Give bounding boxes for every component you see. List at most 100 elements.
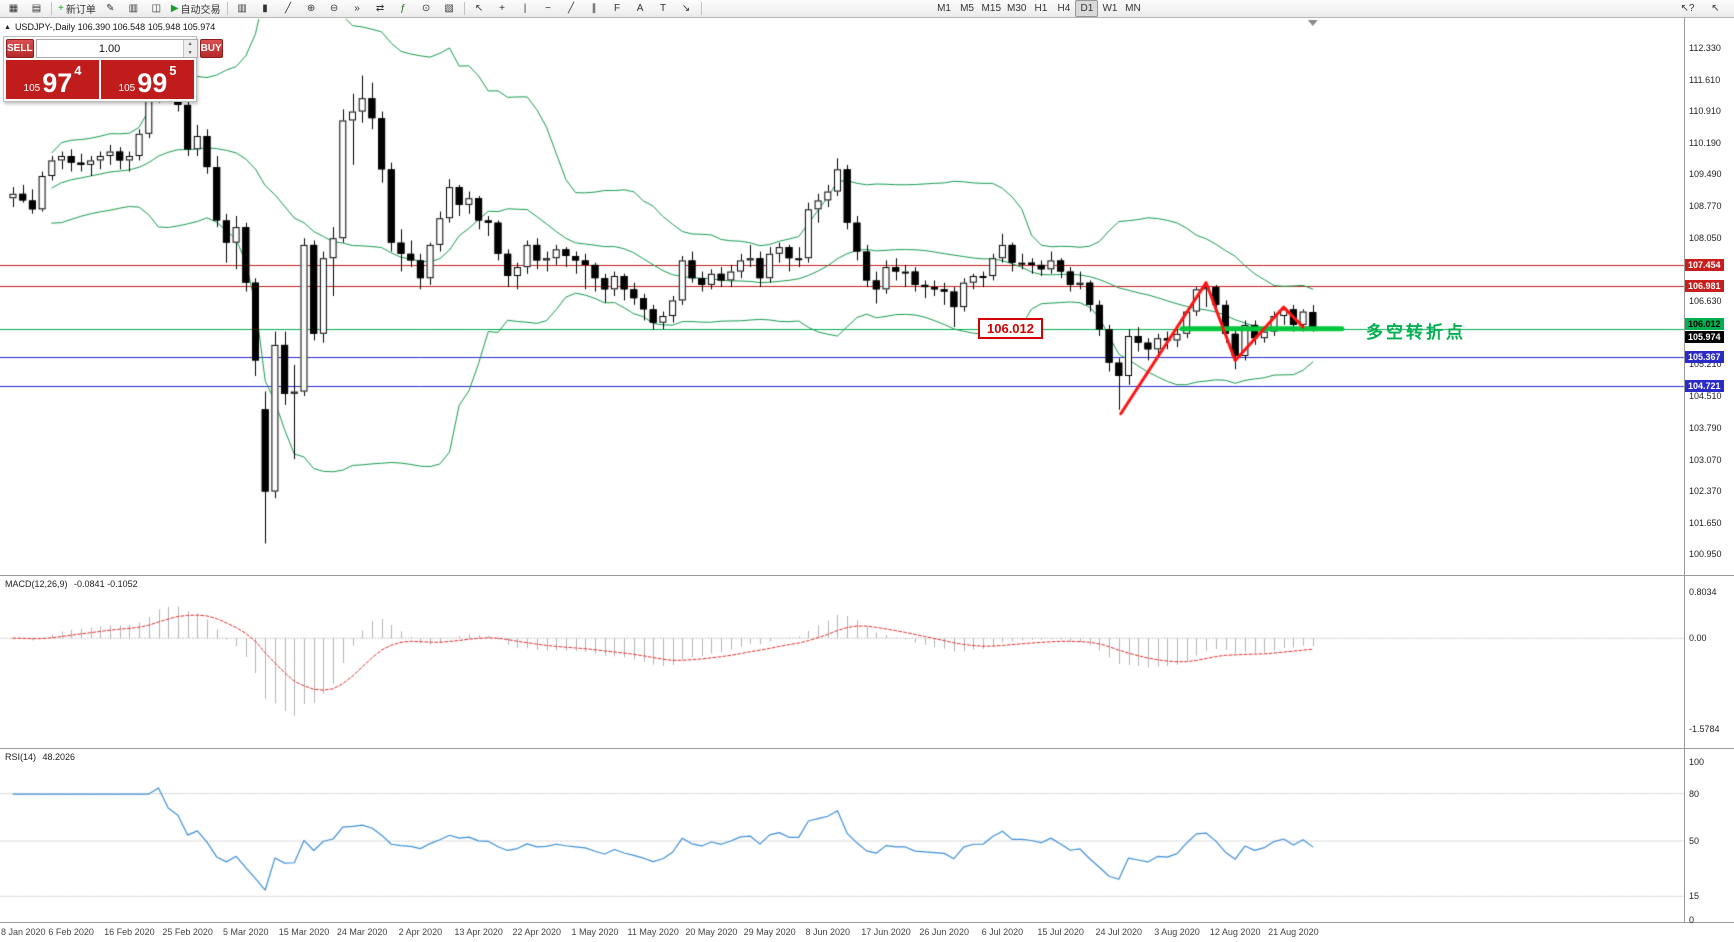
date-label: 2 Apr 2020 [398,927,443,937]
buy-price-box[interactable]: 105 99 5 [101,60,194,99]
date-label: 15 Jul 2020 [1037,927,1084,937]
fibonacci-button[interactable]: F [606,0,629,17]
line-chart-button[interactable]: ╱ [277,0,300,17]
templates-button[interactable]: ▧ [438,0,461,17]
date-label: 3 Aug 2020 [1154,927,1200,937]
turning-point-label: 多空转折点 [1366,322,1466,342]
indicators-button[interactable]: ƒ [392,0,415,17]
horizontal-line-icon: − [545,2,551,14]
buy-price-big: 99 [137,68,168,98]
buy-price-sup: 5 [169,63,177,78]
candlestick-chart-icon: ▮ [262,2,268,14]
candlestick-chart-button[interactable]: ▮ [254,0,277,17]
profiles-button[interactable]: ▤ [25,0,48,17]
timeframe-w1-button[interactable]: W1 [1098,0,1121,17]
volume-down-icon[interactable]: ▼ [183,48,197,57]
market-watch-icon: ▥ [128,2,139,14]
timeframe-m1-label: M1 [937,3,951,14]
timeframe-h4-button[interactable]: H4 [1052,0,1075,17]
timeframe-m5-button[interactable]: M5 [956,0,979,17]
chart-shift-button[interactable]: ⇄ [369,0,392,17]
vertical-line-button[interactable]: | [514,0,537,17]
timeframe-h1-button[interactable]: H1 [1029,0,1052,17]
timeframe-h1-label: H1 [1034,3,1048,14]
text-label-button[interactable]: T [652,0,675,17]
buy-button[interactable]: BUY [199,39,223,58]
text-button[interactable]: A [629,0,652,17]
price-scale[interactable]: 112.330 111.610 110.910 110.190 109.490 108.7… [1685,0,1734,942]
price-badge-106.012: 106.012 [1685,317,1724,330]
macd-rsi-separator[interactable] [0,748,1734,749]
toolbar-separator [51,2,52,15]
arrows-button[interactable]: ↘ [675,0,698,17]
sell-price-box[interactable]: 105 97 4 [6,60,99,99]
price-annotation-box[interactable]: 106.012 [978,317,1043,339]
date-label: 5 Mar 2020 [223,927,269,937]
date-label: 20 May 2020 [685,927,738,937]
data-window-button[interactable]: ◫ [145,0,168,17]
main-macd-separator[interactable] [0,575,1734,576]
indicators-icon: ƒ [400,2,406,14]
chart-shift-icon: ⇄ [375,2,385,14]
bar-chart-button[interactable]: ▥ [231,0,254,17]
autotrading-button[interactable]: ▶ 自动交易 [168,0,224,17]
macd-name: MACD(12,26,9) [5,579,68,589]
date-label: 16 Feb 2020 [104,927,155,937]
trendline-button[interactable]: ╱ [560,0,583,17]
volume-up-icon[interactable]: ▲ [183,40,197,49]
horizontal-line-button[interactable]: − [537,0,560,17]
toolbar-group-window: ▦ ▤ [2,0,48,17]
panel-toggle-icon[interactable]: ▲ [4,23,11,31]
toolbar-group-timeframes: M1 M5 M15 M30 H1 H4 D1 W1 MN [933,0,1145,17]
timeframe-m15-button[interactable]: M15 [979,0,1004,17]
date-label: 24 Jul 2020 [1095,927,1143,937]
price-tick-label: 104.510 [1689,390,1722,401]
time-axis[interactable]: 8 Jan 2020 6 Feb 2020 16 Feb 2020 25 Feb 20… [0,923,1684,942]
date-label: 21 Aug 2020 [1268,927,1319,937]
date-label: 8 Jun 2020 [805,927,851,937]
autotrading-icon: ▶ [170,2,179,14]
market-watch-button[interactable]: ▥ [122,0,145,17]
toolbar: ▦ ▤ + 新订单 ✎ ▥ ◫ ▶ 自动交易 ▥ ▮ ╱ ⊕ ⊖» ⇄ ƒ ⊙ ▧ ↖ + | − ╱ ∥ F A T ↘ M1 M5 M1… [0,0,1734,18]
macd-values: -0.0841 -0.1052 [74,579,138,589]
cursor-button[interactable]: ↖ [468,0,491,17]
rsi-scale-label: 80 [1689,788,1700,799]
auto-scroll-button[interactable]: » [346,0,369,17]
new-order-label: 新订单 [65,5,96,16]
volume-input[interactable] [36,40,183,57]
macd-scale-label: 0.8034 [1689,586,1717,597]
metaeditor-icon: ✎ [106,2,115,14]
zoom-in-button[interactable]: ⊕ [300,0,323,17]
timeframe-d1-button[interactable]: D1 [1075,0,1099,17]
timeframe-m30-button[interactable]: M30 [1004,0,1029,17]
date-label: 6 Feb 2020 [48,927,94,937]
price-tick-label: 101.650 [1689,517,1722,528]
date-label: 1 May 2020 [571,927,619,937]
price-badge-107.454: 107.454 [1685,258,1724,271]
text-icon: A [636,2,644,14]
date-label: 12 Aug 2020 [1209,927,1261,937]
timeframe-mn-button[interactable]: MN [1121,0,1144,17]
new-order-button[interactable]: + 新订单 [55,0,99,17]
new-chart-icon: ▦ [8,2,19,14]
one-click-trading-panel: SELL ▲ ▼ BUY 105 97 4 105 99 5 [3,36,223,102]
rsi-scale-label: 100 [1689,757,1705,767]
pointer-tool-button[interactable]: ↖ [1711,3,1720,14]
arrows-icon: ↘ [681,2,691,14]
whats-this-help-button[interactable]: ↖? [1680,3,1695,14]
sell-button[interactable]: SELL [6,39,34,58]
rsi-axis-separator [0,922,1734,923]
equidistant-channel-button[interactable]: ∥ [583,0,606,17]
zoom-out-button[interactable]: ⊖ [323,0,346,17]
periods-button[interactable]: ⊙ [415,0,438,17]
timeframe-m1-button[interactable]: M1 [933,0,956,17]
crosshair-button[interactable]: + [491,0,514,17]
price-tick-label: 102.370 [1689,485,1722,496]
toolbar-separator [463,2,465,15]
metaeditor-button[interactable]: ✎ [99,0,122,17]
new-chart-button[interactable]: ▦ [2,0,25,17]
bar-chart-icon: ▥ [237,2,247,14]
timeframe-m15-label: M15 [981,3,1001,14]
date-label: 6 Jul 2020 [981,927,1024,937]
